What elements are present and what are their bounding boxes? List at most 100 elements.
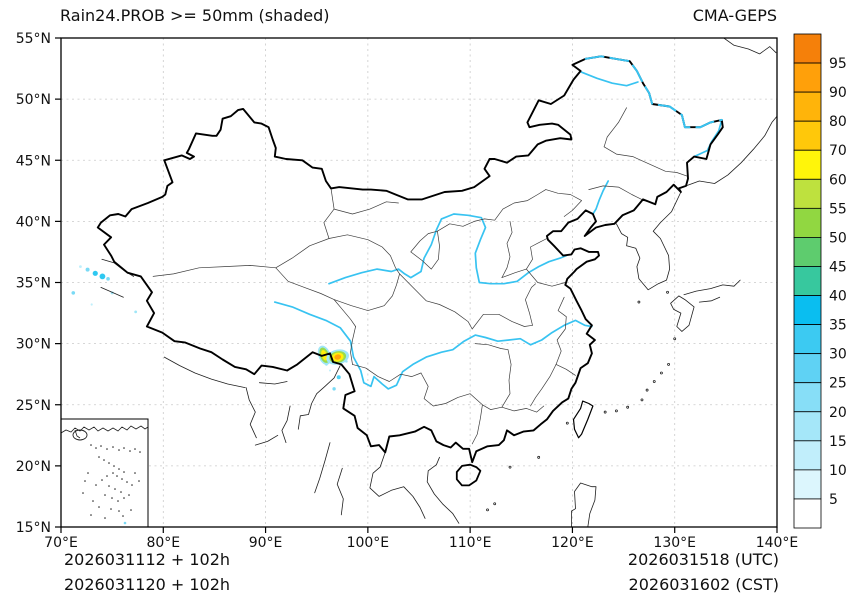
small-island — [660, 371, 663, 375]
inset-island-dot — [138, 480, 140, 482]
inset-island-dot — [101, 479, 103, 481]
small-island — [640, 398, 644, 402]
probability-speck — [345, 360, 348, 363]
foreign-boundary — [163, 356, 246, 389]
river — [273, 301, 593, 390]
foreign-boundary — [683, 279, 741, 296]
small-island — [652, 380, 656, 383]
inset-island-dot — [106, 448, 108, 450]
colorbar-label: 40 — [829, 289, 847, 305]
inset-island-dot — [111, 497, 113, 499]
footer-valid-cst: 2026031602 (CST) — [628, 575, 779, 594]
inset-island-dot — [113, 465, 115, 467]
y-tick-label: 25°N — [16, 398, 51, 414]
small-island — [637, 300, 641, 304]
probability-speck — [332, 387, 336, 391]
inset-island-dot — [129, 450, 131, 452]
inset-island-dot — [128, 494, 130, 496]
small-island — [645, 388, 649, 392]
small-island — [603, 410, 607, 414]
x-tick-label: 100°E — [347, 535, 390, 551]
province-boundary — [152, 265, 277, 277]
colorbar-cell — [793, 469, 822, 500]
province-boundary — [420, 372, 471, 407]
small-island — [667, 363, 670, 366]
small-island — [486, 508, 489, 512]
colorbar-label: 10 — [829, 463, 847, 479]
inset-hainan — [72, 429, 88, 441]
y-tick-label: 30°N — [16, 337, 51, 353]
province-boundary — [525, 283, 536, 326]
inset-south-china-sea — [60, 418, 149, 528]
province-boundary — [545, 189, 582, 217]
model-label: CMA-GEPS — [692, 6, 777, 25]
inset-island-dot — [87, 472, 89, 474]
small-island — [666, 290, 669, 294]
chart-title: Rain24.PROB >= 50mm (shaded) — [60, 6, 330, 25]
probability-blob-ring — [334, 354, 342, 360]
foreign-boundary — [571, 482, 597, 527]
colorbar-cell — [793, 62, 822, 93]
province-boundary — [501, 349, 512, 408]
inset-island-dot — [120, 491, 122, 493]
inset-island-dot — [90, 514, 92, 516]
probability-speck — [90, 303, 93, 306]
probability-speck — [79, 265, 82, 269]
probability-speck — [85, 267, 90, 272]
inset-island-dot — [104, 494, 106, 496]
probability-speck — [92, 270, 98, 276]
province-boundary — [323, 188, 335, 239]
inset-island-dot — [123, 447, 125, 449]
province-boundary — [275, 238, 330, 269]
map-layer — [71, 38, 777, 527]
foreign-boundary — [685, 115, 777, 187]
taiwan-island — [572, 400, 594, 439]
inset-island-dot — [121, 478, 123, 480]
province-boundary — [555, 296, 567, 365]
province-boundary — [469, 393, 545, 413]
foreign-boundary — [254, 434, 279, 446]
foreign-boundary — [698, 296, 721, 303]
y-tick-label: 55°N — [16, 31, 51, 47]
foreign-boundary — [245, 387, 257, 439]
inset-island-dot — [98, 506, 100, 508]
colorbar-cell — [793, 149, 822, 180]
x-tick-label: 130°E — [653, 535, 696, 551]
province-layer — [152, 107, 688, 445]
small-island — [537, 455, 541, 459]
colorbar-cell — [793, 353, 822, 384]
small-island — [615, 409, 618, 413]
inset-island-dot — [92, 500, 94, 502]
province-boundary — [530, 364, 557, 407]
colorbar-label: 30 — [829, 347, 847, 363]
y-tick-label: 50°N — [16, 92, 51, 108]
small-island — [565, 421, 569, 425]
inset-island-dot — [112, 446, 114, 448]
inset-island-dot — [130, 509, 132, 511]
inset-island-dot — [90, 444, 92, 446]
foreign-boundary — [314, 442, 331, 494]
colorbar-label: 15 — [829, 434, 847, 450]
colorbar-cell — [793, 382, 822, 413]
colorbar-cell — [793, 91, 822, 122]
inset-island-dot — [110, 508, 112, 510]
inset-leizhou — [74, 429, 81, 439]
x-tick-label: 70°E — [44, 535, 78, 551]
inset-island-dot — [134, 448, 136, 450]
colorbar-cell — [793, 266, 822, 296]
inset-island-dot — [131, 484, 133, 486]
y-tick-label: 40°N — [16, 214, 51, 230]
inset-island-dot — [104, 517, 106, 519]
colorbar-label: 35 — [829, 318, 847, 334]
colorbar-cell — [793, 411, 822, 442]
foreign-layer — [100, 38, 777, 527]
province-boundary — [352, 364, 422, 382]
inset-island-dot — [112, 472, 114, 474]
inset-island-dot — [98, 456, 100, 458]
province-boundary — [328, 234, 400, 275]
province-boundary — [350, 326, 356, 365]
inset-island-dot — [116, 475, 118, 477]
foreign-boundary — [258, 381, 288, 385]
colorbar-cell — [793, 33, 822, 64]
